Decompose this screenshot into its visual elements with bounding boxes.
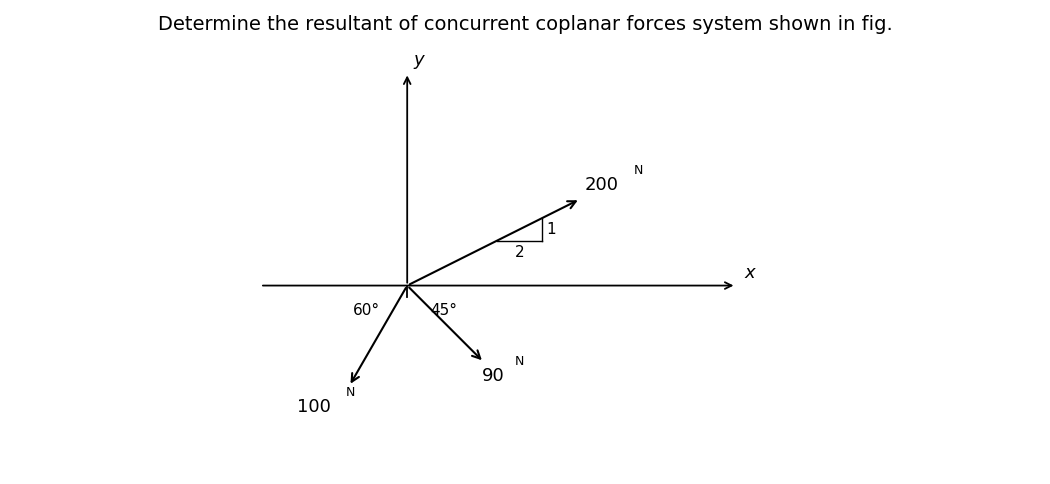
Text: y: y [413,51,423,69]
Text: x: x [744,264,755,282]
Text: 2: 2 [514,244,525,259]
Text: N: N [346,386,355,399]
Text: 1: 1 [546,222,555,237]
Text: Determine the resultant of concurrent coplanar forces system shown in fig.: Determine the resultant of concurrent co… [158,15,892,33]
Text: 60°: 60° [353,303,380,318]
Text: 45°: 45° [430,303,458,318]
Text: 100: 100 [297,398,331,416]
Text: 90: 90 [482,367,505,385]
Text: N: N [633,164,643,177]
Text: N: N [514,355,524,367]
Text: 200: 200 [585,177,618,195]
